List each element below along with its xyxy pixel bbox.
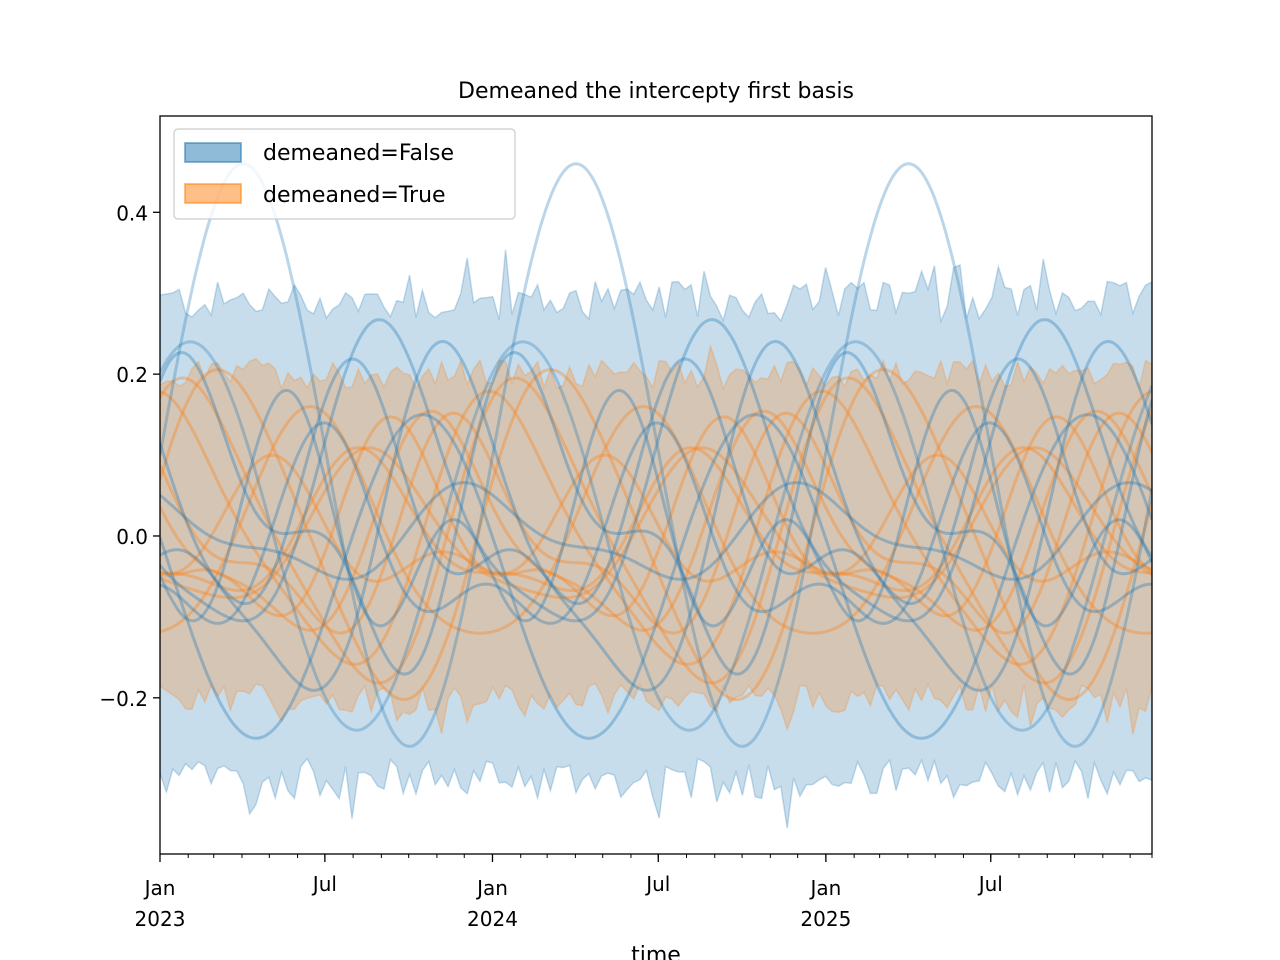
x-tick-label: Jan: [143, 876, 176, 900]
y-tick-label: 0.2: [116, 363, 148, 387]
curve-demeaned-false-1: [160, 340, 1152, 732]
curve-demeaned-true-8: [160, 411, 1152, 635]
curve-demeaned-false-5: [160, 388, 1152, 628]
x-tick-label: Jan: [808, 876, 841, 900]
x-tick-year-label: 2025: [800, 907, 851, 931]
x-axis-label: time: [631, 943, 681, 960]
curve-demeaned-false-8: [160, 357, 1152, 606]
legend-label-demeaned-false: demeaned=False: [263, 141, 454, 166]
curve-demeaned-true-0: [160, 368, 1152, 702]
legend-label-demeaned-true: demeaned=True: [263, 183, 446, 208]
hdi-band-demeaned-false: [160, 249, 1152, 829]
y-tick-label: 0.4: [116, 201, 148, 225]
curve-demeaned-true-6: [160, 453, 1152, 583]
curve-demeaned-true-7: [160, 376, 1152, 685]
hdi-band-demeaned-true: [160, 343, 1152, 735]
x-axis: Jan 2023 Jul Jan 2024 Jul Jan 2025 Jul: [135, 854, 1153, 931]
legend: demeaned=False demeaned=True: [173, 128, 516, 220]
y-axis: 0.4 0.2 0.0 −0.2: [99, 201, 160, 711]
curve-demeaned-false-0: [160, 162, 1152, 748]
chart-title: Demeaned the intercepty first basis: [458, 79, 854, 104]
x-tick-label: Jul: [311, 872, 337, 896]
y-tick-label: 0.0: [116, 525, 148, 549]
legend-swatch-demeaned-false: [184, 142, 242, 163]
curve-demeaned-false-9: [160, 481, 1152, 581]
axes-frame: [159, 115, 1153, 855]
x-tick-label: Jan: [475, 876, 508, 900]
curve-demeaned-false-4: [160, 421, 1152, 625]
curve-demeaned-false-2: [160, 339, 1152, 692]
curve-demeaned-true-3: [160, 415, 1152, 618]
curve-demeaned-true-1: [160, 389, 1152, 666]
curve-demeaned-true-9: [160, 446, 1152, 600]
curve-demeaned-true-2: [160, 409, 1152, 632]
x-tick-year-label: 2023: [135, 907, 186, 931]
curve-demeaned-false-7: [160, 413, 1152, 740]
curve-demeaned-false-3: [160, 318, 1152, 623]
legend-frame: [173, 128, 516, 220]
legend-swatch-demeaned-true: [184, 183, 242, 204]
x-tick-label: Jul: [977, 872, 1003, 896]
y-tick-label: −0.2: [99, 687, 148, 711]
curve-demeaned-false-6: [160, 350, 1152, 676]
plot-area: [160, 162, 1152, 829]
curve-demeaned-true-4: [160, 446, 1152, 593]
curve-demeaned-true-5: [160, 404, 1152, 635]
x-tick-label: Jul: [644, 872, 670, 896]
x-tick-year-label: 2024: [467, 907, 518, 931]
